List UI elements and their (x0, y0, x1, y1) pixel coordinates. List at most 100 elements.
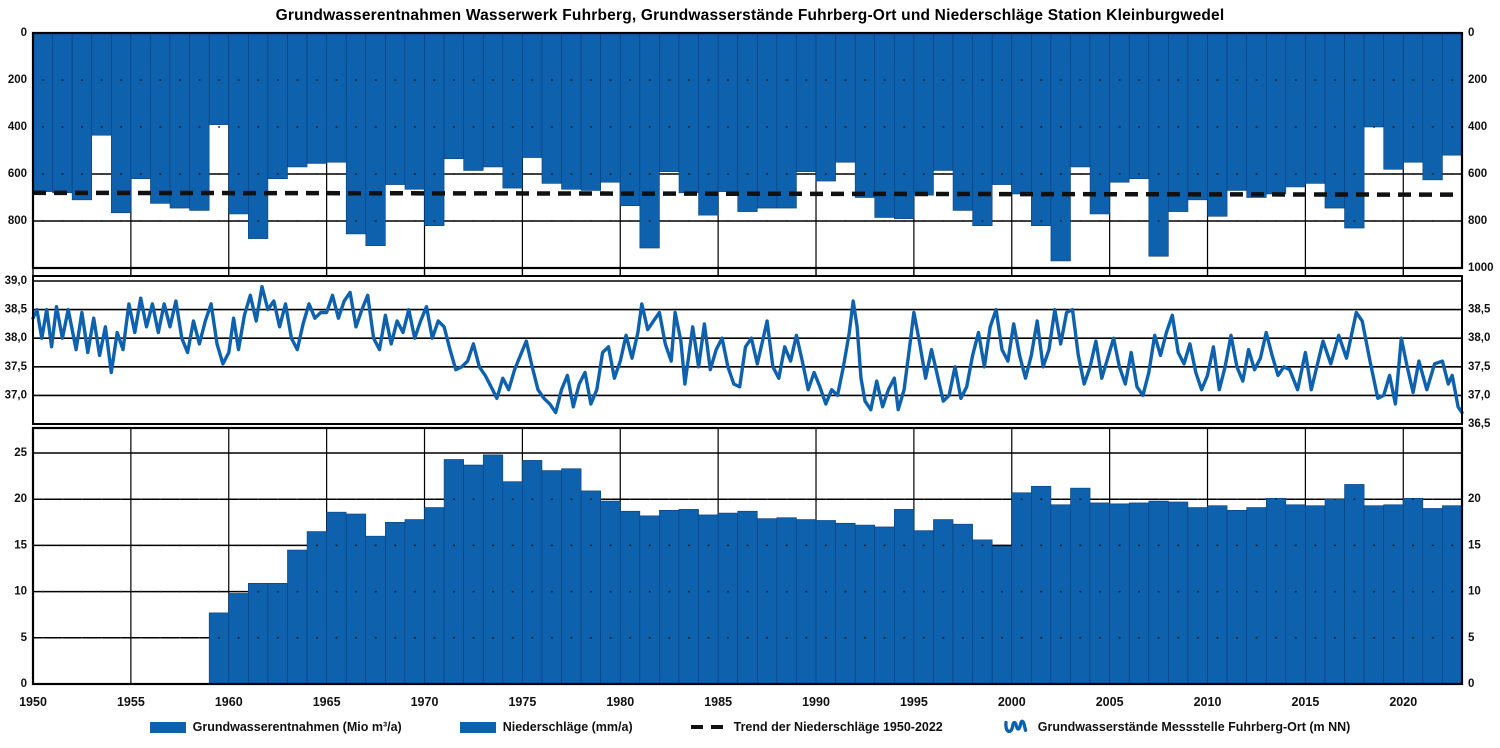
x-tick-label: 1975 (508, 695, 536, 709)
extraction-bar (365, 535, 386, 685)
precipitation-bar (248, 32, 269, 239)
extraction-bar (287, 549, 308, 685)
y-tick-label: 25 (14, 447, 27, 459)
precipitation-bar (894, 32, 915, 219)
extraction-bar (1011, 492, 1032, 685)
extraction-bar (796, 519, 817, 685)
y-tick-label: 39,0 (5, 275, 27, 287)
extraction-bar (424, 507, 445, 685)
precipitation-bar (287, 32, 308, 168)
x-tick-label: 2015 (1291, 695, 1319, 709)
y-tick-label: 400 (8, 121, 27, 133)
extraction-bar (228, 593, 249, 685)
precipitation-bar (639, 32, 660, 249)
extraction-bar (306, 531, 327, 685)
precipitation-bar (91, 32, 112, 136)
precipitation-bar (717, 32, 739, 192)
y-tick-label: 36,5 (1468, 418, 1491, 430)
extraction-bar (1363, 505, 1384, 685)
precipitation-bar (1246, 32, 1267, 198)
extraction-bar (561, 468, 582, 685)
legend-label-precipitation: Niederschläge (mm/a) (502, 720, 633, 734)
x-axis: 1950 1955 1960 1965 1970 1975 1980 1985 1990 1995… (19, 695, 1417, 709)
precipitation-bar (1168, 32, 1189, 212)
precipitation-bar (1050, 32, 1071, 262)
precipitation-bar (756, 32, 778, 209)
y-tick-label: 600 (8, 168, 27, 180)
y-tick-label: 38,0 (1468, 332, 1490, 344)
extraction-bar (1207, 505, 1228, 685)
legend-label-trend: Trend der Niederschläge 1950-2022 (733, 720, 943, 734)
legend-item-groundwater: Grundwasserstände Messstelle Fuhrberg-Or… (1001, 717, 1350, 737)
extraction-bar (541, 470, 562, 685)
extraction-bar (991, 546, 1013, 685)
precipitation-bar (835, 32, 856, 163)
precipitation-bar (776, 32, 797, 209)
extraction-bar (385, 521, 406, 685)
y-tick-label: 1000 (1468, 262, 1494, 274)
precipitation-bar (71, 32, 93, 201)
extraction-bar (1168, 501, 1189, 685)
extraction-bar (404, 519, 425, 685)
precipitation-bar (404, 32, 425, 190)
precipitation-bar (1128, 32, 1150, 179)
extraction-bar (1422, 508, 1443, 685)
precipitation-bar (1324, 32, 1345, 209)
precipitation-bar (1226, 32, 1247, 191)
precipitation-bar (1442, 32, 1463, 156)
precipitation-bar (385, 32, 406, 185)
precipitation-trend-line (32, 190, 1463, 197)
precipitation-bar (208, 32, 230, 125)
precipitation-bar (1207, 32, 1228, 217)
extraction-bar (1148, 500, 1169, 685)
precipitation-bar (169, 32, 190, 209)
extraction-bar (1070, 487, 1091, 685)
x-tick-label: 1980 (606, 695, 634, 709)
groundwater-line (31, 285, 1464, 415)
precipitation-bar (130, 32, 151, 179)
x-tick-label: 1995 (900, 695, 928, 709)
extraction-bar (894, 509, 915, 685)
y-tick-label: 0 (21, 27, 27, 39)
y-tick-label: 37,5 (1468, 361, 1491, 373)
extraction-bar (502, 481, 523, 685)
extraction-bar (756, 518, 778, 685)
y-tick-label: 20 (14, 493, 27, 505)
x-tick-label: 2020 (1389, 695, 1417, 709)
extraction-bar (1285, 504, 1306, 685)
precipitation-bar (52, 32, 73, 194)
x-tick-label: 1960 (215, 695, 243, 709)
precipitation-bar (991, 32, 1013, 185)
y-tick-label: 200 (8, 74, 27, 86)
precipitation-bar (952, 32, 973, 211)
extraction-bar (1089, 502, 1110, 685)
extraction-bar (463, 464, 484, 685)
y-tick-label: 800 (1468, 215, 1487, 227)
panel-border (32, 275, 1463, 425)
extraction-bar (208, 612, 230, 685)
extraction-bar (913, 530, 934, 685)
extraction-panel: 25 20 15 10 5 0 20 15 10 5 0 (14, 426, 1481, 690)
legend-item-extraction: Grundwasserentnahmen (Mio m³/a) (149, 720, 402, 734)
precipitation-bar (1305, 32, 1326, 184)
precipitation-bar (365, 32, 386, 246)
x-tick-label: 2000 (998, 695, 1026, 709)
precipitation-bar (933, 32, 954, 171)
precipitation-bar (815, 32, 836, 182)
extraction-bars (208, 454, 1463, 685)
extraction-bar (1187, 507, 1208, 685)
y-tick-label: 400 (1468, 121, 1487, 133)
groundwater-squiggle-icon (1004, 719, 1027, 734)
legend: Grundwasserentnahmen (Mio m³/a) Niedersc… (0, 717, 1500, 737)
precipitation-bar (913, 32, 934, 196)
precipitation-bar (1265, 32, 1287, 195)
legend-item-precipitation: Niederschläge (mm/a) (459, 720, 633, 734)
extraction-bar (776, 517, 797, 685)
extraction-bar (1246, 507, 1267, 685)
extraction-bar (972, 539, 993, 685)
y-tick-label: 15 (14, 539, 27, 551)
dashed-line-swatch-icon (690, 725, 727, 729)
y-tick-label: 38,5 (5, 304, 28, 316)
extraction-bar (874, 526, 895, 685)
